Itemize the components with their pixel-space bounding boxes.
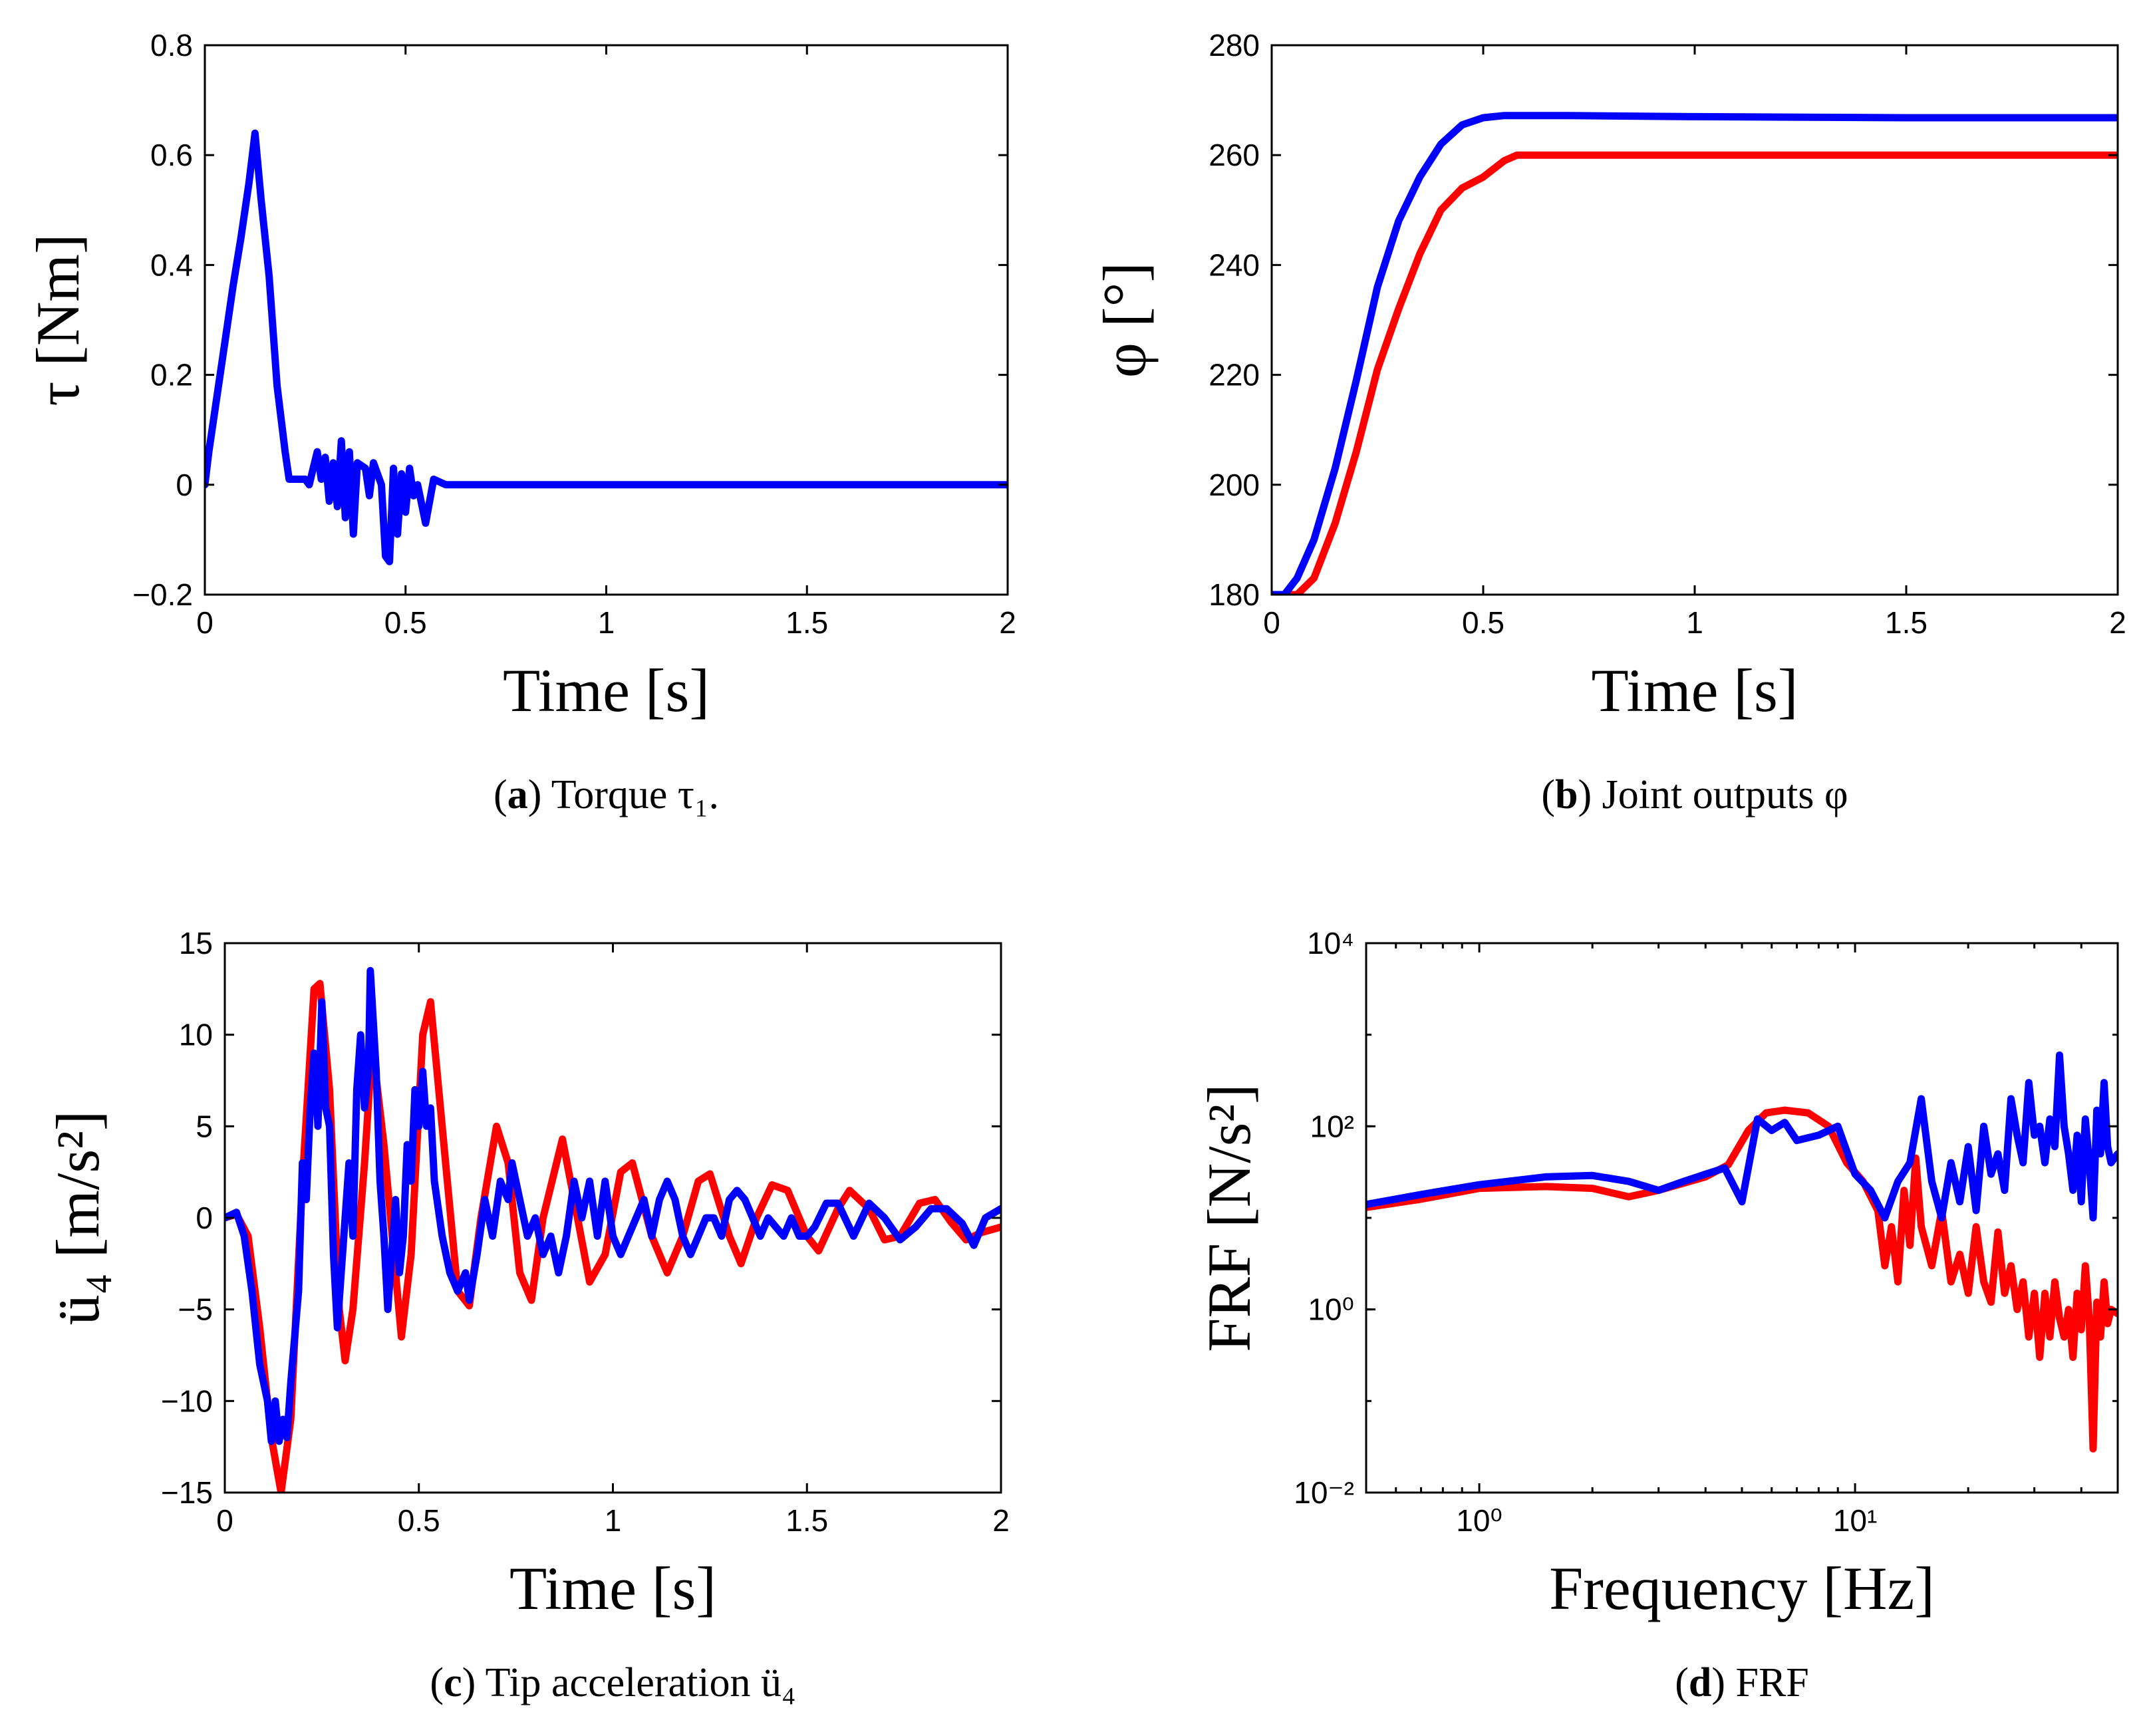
x-tick-label: 10⁰ bbox=[1456, 1503, 1502, 1538]
x-tick-label: 1.5 bbox=[786, 605, 828, 640]
series-group bbox=[1272, 112, 2118, 595]
x-axis-label: Time [s] bbox=[509, 1554, 716, 1622]
x-axis-label: Frequency [Hz] bbox=[1549, 1554, 1935, 1622]
blue-series-line bbox=[1272, 112, 2118, 595]
blue-series-line bbox=[205, 129, 1008, 565]
panel-b-joint-outputs: 0 0.5 1 1.5 2 180 200 220 240 260 280 Time [s] φ [°]… bbox=[1091, 28, 2126, 817]
y-axis-label: FRF [N/s²] bbox=[1195, 1084, 1263, 1352]
y-tick-label: 180 bbox=[1209, 577, 1260, 612]
y-tick-label: −10 bbox=[161, 1383, 213, 1418]
series-group bbox=[225, 966, 1001, 1493]
x-tick-label: 0.5 bbox=[1462, 605, 1504, 640]
y-tick-label: 240 bbox=[1209, 247, 1260, 282]
panel-d-frf: 10⁰ 10¹ 10⁻² 10⁰ 10² 10⁴ Frequency [Hz] FRF [N/… bbox=[1195, 926, 2119, 1705]
series-group bbox=[205, 129, 1008, 565]
x-tick-label: 1 bbox=[1686, 605, 1703, 640]
y-tick-label: −0.2 bbox=[132, 577, 193, 612]
plot-frame bbox=[204, 44, 1009, 596]
panel-c-tip-acceleration: 0 0.5 1 1.5 2 −15 −10 −5 0 5 10 15 Time [s] ü₄ [m/s²]… bbox=[44, 926, 1010, 1705]
x-axis-label: Time [s] bbox=[1592, 656, 1798, 724]
y-tick-label: 200 bbox=[1209, 468, 1260, 502]
blue-series-line bbox=[1366, 1051, 2118, 1222]
y-tick-label: 0.4 bbox=[150, 247, 193, 282]
x-axis-label: Time [s] bbox=[503, 656, 710, 724]
panel-caption: (b) Joint outputs φ bbox=[1541, 772, 1848, 817]
x-tick-label: 0.5 bbox=[384, 605, 427, 640]
x-tick-label: 1 bbox=[605, 1503, 622, 1538]
y-tick-label: 220 bbox=[1209, 358, 1260, 392]
red-series-line bbox=[1272, 151, 2118, 595]
y-axis-label: τ [Nm] bbox=[24, 233, 92, 406]
y-tick-label: 10⁰ bbox=[1308, 1292, 1354, 1327]
x-tick-label: 1.5 bbox=[1885, 605, 1928, 640]
panel-caption: (d) FRF bbox=[1675, 1660, 1809, 1705]
y-tick-label: 280 bbox=[1209, 28, 1260, 63]
y-tick-label: 0.2 bbox=[150, 358, 193, 392]
x-tick-label: 0.5 bbox=[398, 1503, 440, 1538]
x-tick-label: 1.5 bbox=[786, 1503, 828, 1538]
x-tick-label: 2 bbox=[992, 1503, 1010, 1538]
x-tick-label: 0 bbox=[1263, 605, 1280, 640]
y-tick-label: 10 bbox=[179, 1018, 213, 1052]
y-tick-label: 10⁴ bbox=[1307, 926, 1354, 960]
y-tick-label: 0 bbox=[176, 468, 193, 502]
panel-caption: (a) Torque τ₁. bbox=[494, 772, 719, 817]
y-tick-label: 5 bbox=[196, 1109, 213, 1143]
y-tick-label: 10⁻² bbox=[1294, 1475, 1354, 1510]
blue-series-line bbox=[225, 966, 1001, 1445]
y-tick-label: 260 bbox=[1209, 138, 1260, 172]
y-axis-label: φ [°] bbox=[1091, 262, 1159, 378]
y-tick-label: 10² bbox=[1310, 1109, 1354, 1143]
x-tick-label: 0 bbox=[196, 605, 214, 640]
y-tick-label: 0 bbox=[196, 1201, 213, 1235]
y-axis-label: ü₄ [m/s²] bbox=[44, 1111, 112, 1326]
panel-caption: (c) Tip acceleration ü₄ bbox=[430, 1660, 795, 1705]
y-tick-label: −15 bbox=[161, 1475, 213, 1510]
y-tick-label: −5 bbox=[178, 1292, 213, 1327]
series-group bbox=[1366, 1051, 2118, 1453]
plot-frame bbox=[1365, 942, 2119, 1494]
x-tick-label: 2 bbox=[999, 605, 1016, 640]
y-tick-label: 0.6 bbox=[150, 138, 193, 172]
y-tick-label: 15 bbox=[179, 926, 213, 960]
x-tick-label: 10¹ bbox=[1833, 1503, 1877, 1538]
x-tick-label: 2 bbox=[2109, 605, 2126, 640]
y-tick-label: 0.8 bbox=[150, 28, 193, 63]
x-tick-label: 0 bbox=[216, 1503, 233, 1538]
x-tick-label: 1 bbox=[598, 605, 615, 640]
